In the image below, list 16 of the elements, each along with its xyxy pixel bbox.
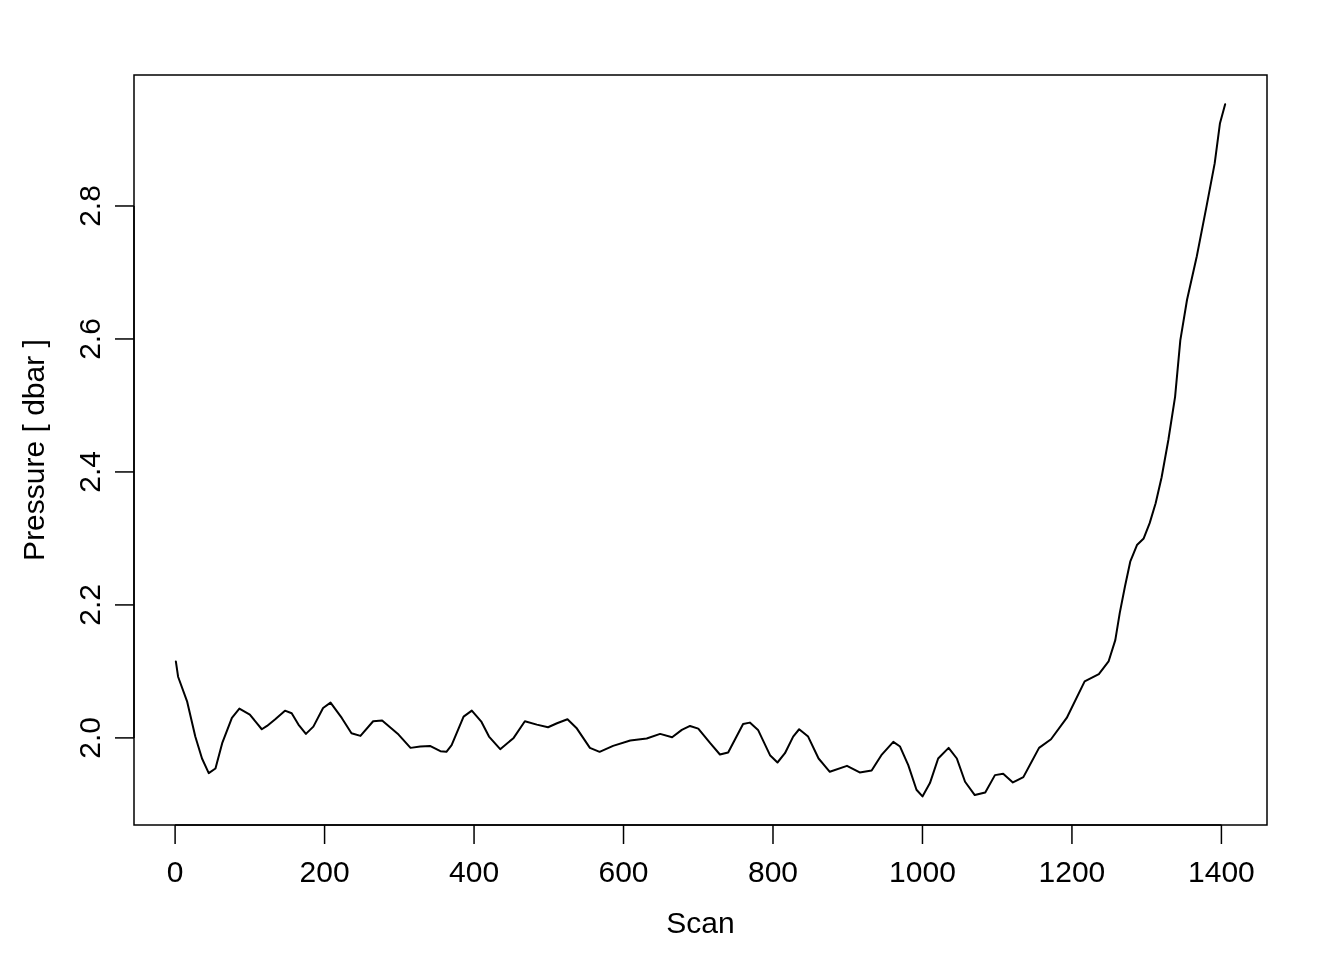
x-tick-label: 1200 (1038, 854, 1106, 888)
line-series (174, 103, 1227, 798)
y-tick-label: 2.4 (73, 451, 107, 493)
x-tick-label: 0 (166, 854, 184, 888)
y-tick-label: 2.2 (73, 584, 107, 626)
y-tick-label: 2.6 (73, 318, 107, 360)
y-tick-label: 2.8 (73, 185, 107, 227)
x-tick-label: 1000 (889, 854, 956, 888)
x-axis-title: Scan (666, 905, 735, 939)
x-tick-label: 1400 (1188, 854, 1255, 888)
y-axis-title: Pressure [ dbar ] (16, 339, 50, 561)
y-tick-label: 2.0 (73, 717, 107, 759)
x-tick-label: 800 (747, 854, 799, 888)
x-tick-label: 600 (598, 854, 649, 888)
x-tick-label: 200 (299, 854, 350, 888)
x-tick-label: 400 (449, 854, 500, 888)
